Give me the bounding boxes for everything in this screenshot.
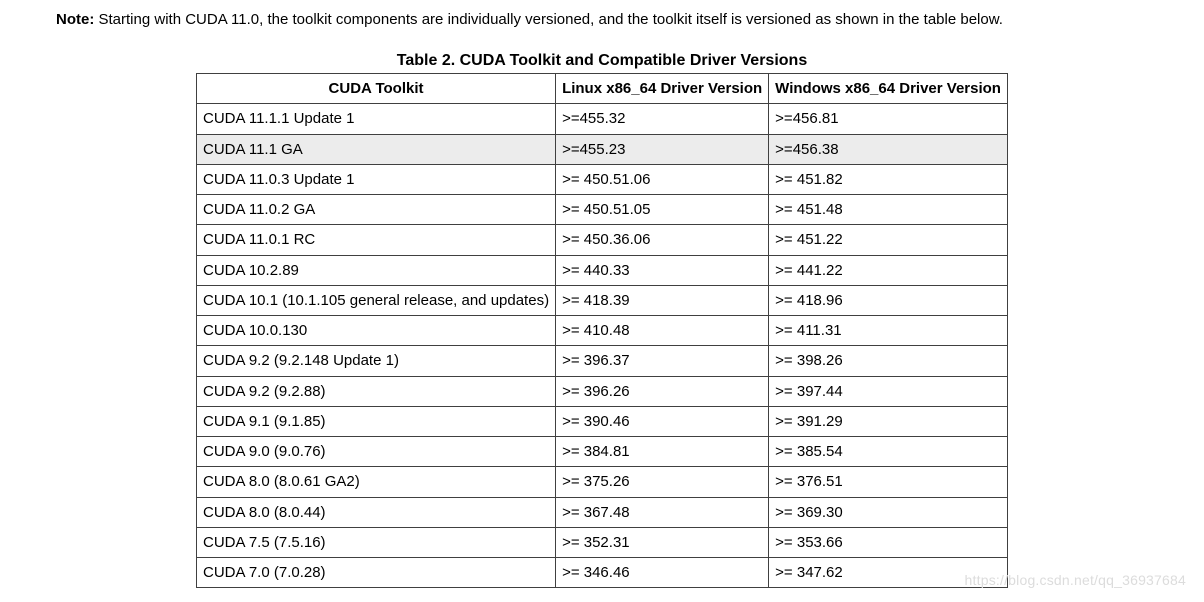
table-row: CUDA 10.2.89>= 440.33>= 441.22 [197,255,1008,285]
cell-toolkit: CUDA 9.0 (9.0.76) [197,437,556,467]
table-row: CUDA 11.1 GA>=455.23>=456.38 [197,134,1008,164]
cell-toolkit: CUDA 9.2 (9.2.148 Update 1) [197,346,556,376]
cell-windows-driver: >= 418.96 [769,285,1008,315]
cell-toolkit: CUDA 11.0.3 Update 1 [197,164,556,194]
cell-windows-driver: >= 451.22 [769,225,1008,255]
cell-windows-driver: >= 411.31 [769,316,1008,346]
cell-linux-driver: >= 367.48 [556,497,769,527]
cell-windows-driver: >= 441.22 [769,255,1008,285]
cell-linux-driver: >= 440.33 [556,255,769,285]
col-header-linux: Linux x86_64 Driver Version [556,74,769,104]
cell-toolkit: CUDA 8.0 (8.0.44) [197,497,556,527]
cell-windows-driver: >= 353.66 [769,527,1008,557]
cell-windows-driver: >= 397.44 [769,376,1008,406]
cell-linux-driver: >= 375.26 [556,467,769,497]
table-row: CUDA 11.0.2 GA>= 450.51.05>= 451.48 [197,195,1008,225]
cell-toolkit: CUDA 9.2 (9.2.88) [197,376,556,406]
table-row: CUDA 9.1 (9.1.85)>= 390.46>= 391.29 [197,406,1008,436]
cell-linux-driver: >= 346.46 [556,558,769,588]
cell-linux-driver: >=455.32 [556,104,769,134]
table-row: CUDA 8.0 (8.0.61 GA2)>= 375.26>= 376.51 [197,467,1008,497]
cell-windows-driver: >=456.38 [769,134,1008,164]
table-row: CUDA 9.2 (9.2.148 Update 1)>= 396.37>= 3… [197,346,1008,376]
table-row: CUDA 9.0 (9.0.76)>= 384.81>= 385.54 [197,437,1008,467]
table-row: CUDA 7.0 (7.0.28)>= 346.46>= 347.62 [197,558,1008,588]
cell-windows-driver: >= 398.26 [769,346,1008,376]
cell-windows-driver: >= 376.51 [769,467,1008,497]
table-row: CUDA 9.2 (9.2.88)>= 396.26>= 397.44 [197,376,1008,406]
cell-windows-driver: >= 369.30 [769,497,1008,527]
cell-linux-driver: >= 396.37 [556,346,769,376]
cuda-driver-table: CUDA Toolkit Linux x86_64 Driver Version… [196,73,1008,588]
col-header-windows: Windows x86_64 Driver Version [769,74,1008,104]
table-row: CUDA 11.1.1 Update 1>=455.32>=456.81 [197,104,1008,134]
table-row: CUDA 8.0 (8.0.44)>= 367.48>= 369.30 [197,497,1008,527]
table-header: CUDA Toolkit Linux x86_64 Driver Version… [197,74,1008,104]
table-row: CUDA 11.0.3 Update 1>= 450.51.06>= 451.8… [197,164,1008,194]
cell-toolkit: CUDA 9.1 (9.1.85) [197,406,556,436]
cell-linux-driver: >=455.23 [556,134,769,164]
cell-windows-driver: >= 391.29 [769,406,1008,436]
note-text: Starting with CUDA 11.0, the toolkit com… [99,11,1003,28]
table-row: CUDA 11.0.1 RC>= 450.36.06>= 451.22 [197,225,1008,255]
cell-toolkit: CUDA 7.0 (7.0.28) [197,558,556,588]
cell-linux-driver: >= 450.51.05 [556,195,769,225]
cell-linux-driver: >= 450.51.06 [556,164,769,194]
cell-toolkit: CUDA 7.5 (7.5.16) [197,527,556,557]
cell-windows-driver: >= 347.62 [769,558,1008,588]
cell-toolkit: CUDA 10.0.130 [197,316,556,346]
cell-windows-driver: >= 451.48 [769,195,1008,225]
cell-linux-driver: >= 410.48 [556,316,769,346]
table-caption: Table 2. CUDA Toolkit and Compatible Dri… [56,52,1148,70]
cell-linux-driver: >= 396.26 [556,376,769,406]
cell-toolkit: CUDA 11.1.1 Update 1 [197,104,556,134]
cell-toolkit: CUDA 8.0 (8.0.61 GA2) [197,467,556,497]
cell-toolkit: CUDA 11.1 GA [197,134,556,164]
cell-toolkit: CUDA 10.1 (10.1.105 general release, and… [197,285,556,315]
table-row: CUDA 7.5 (7.5.16)>= 352.31>= 353.66 [197,527,1008,557]
table-row: CUDA 10.1 (10.1.105 general release, and… [197,285,1008,315]
note-paragraph: Note: Starting with CUDA 11.0, the toolk… [56,9,1148,30]
cell-windows-driver: >= 451.82 [769,164,1008,194]
cell-linux-driver: >= 384.81 [556,437,769,467]
cell-linux-driver: >= 352.31 [556,527,769,557]
cell-linux-driver: >= 390.46 [556,406,769,436]
cell-linux-driver: >= 418.39 [556,285,769,315]
table-row: CUDA 10.0.130>= 410.48>= 411.31 [197,316,1008,346]
cell-toolkit: CUDA 11.0.2 GA [197,195,556,225]
cell-linux-driver: >= 450.36.06 [556,225,769,255]
cell-toolkit: CUDA 10.2.89 [197,255,556,285]
cell-toolkit: CUDA 11.0.1 RC [197,225,556,255]
col-header-toolkit: CUDA Toolkit [197,74,556,104]
table-body: CUDA 11.1.1 Update 1>=455.32>=456.81CUDA… [197,104,1008,588]
cell-windows-driver: >= 385.54 [769,437,1008,467]
note-label: Note: [56,11,94,28]
cell-windows-driver: >=456.81 [769,104,1008,134]
document-page: Note: Starting with CUDA 11.0, the toolk… [0,0,1204,588]
